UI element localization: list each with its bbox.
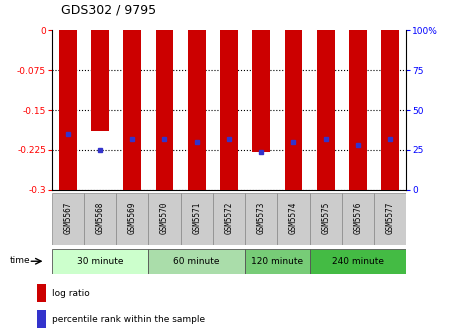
Bar bbox=[91, 30, 109, 131]
Bar bbox=[252, 30, 270, 152]
Text: GSM5570: GSM5570 bbox=[160, 202, 169, 235]
Text: GSM5575: GSM5575 bbox=[321, 202, 330, 235]
Bar bbox=[180, 193, 213, 245]
Bar bbox=[37, 284, 46, 302]
Bar bbox=[37, 310, 46, 329]
Bar bbox=[245, 193, 277, 245]
Bar bbox=[156, 30, 173, 190]
Bar bbox=[59, 30, 77, 190]
Bar bbox=[52, 193, 84, 245]
Text: 30 minute: 30 minute bbox=[77, 257, 123, 266]
Text: GDS302 / 9795: GDS302 / 9795 bbox=[61, 4, 156, 17]
Bar bbox=[188, 30, 206, 190]
Bar bbox=[116, 193, 148, 245]
Text: GSM5567: GSM5567 bbox=[63, 202, 72, 235]
Bar bbox=[285, 30, 302, 190]
Bar bbox=[84, 193, 116, 245]
Text: GSM5577: GSM5577 bbox=[386, 202, 395, 235]
Text: percentile rank within the sample: percentile rank within the sample bbox=[52, 315, 205, 324]
Text: time: time bbox=[9, 256, 30, 265]
Bar bbox=[245, 249, 310, 274]
Bar bbox=[52, 249, 148, 274]
Text: GSM5574: GSM5574 bbox=[289, 202, 298, 235]
Bar bbox=[213, 193, 245, 245]
Bar bbox=[310, 249, 406, 274]
Bar bbox=[381, 30, 399, 190]
Bar bbox=[342, 193, 374, 245]
Text: log ratio: log ratio bbox=[52, 289, 90, 298]
Text: GSM5568: GSM5568 bbox=[96, 202, 105, 235]
Bar bbox=[148, 193, 180, 245]
Text: GSM5576: GSM5576 bbox=[353, 202, 362, 235]
Bar bbox=[277, 193, 310, 245]
Bar bbox=[310, 193, 342, 245]
Text: GSM5571: GSM5571 bbox=[192, 202, 201, 235]
Text: GSM5569: GSM5569 bbox=[128, 202, 137, 235]
Bar bbox=[123, 30, 141, 190]
Bar bbox=[349, 30, 367, 190]
Text: GSM5572: GSM5572 bbox=[224, 202, 233, 235]
Bar bbox=[317, 30, 335, 190]
Text: 240 minute: 240 minute bbox=[332, 257, 384, 266]
Text: 120 minute: 120 minute bbox=[251, 257, 304, 266]
Bar bbox=[374, 193, 406, 245]
Bar bbox=[148, 249, 245, 274]
Text: 60 minute: 60 minute bbox=[173, 257, 220, 266]
Text: GSM5573: GSM5573 bbox=[257, 202, 266, 235]
Bar bbox=[220, 30, 238, 190]
